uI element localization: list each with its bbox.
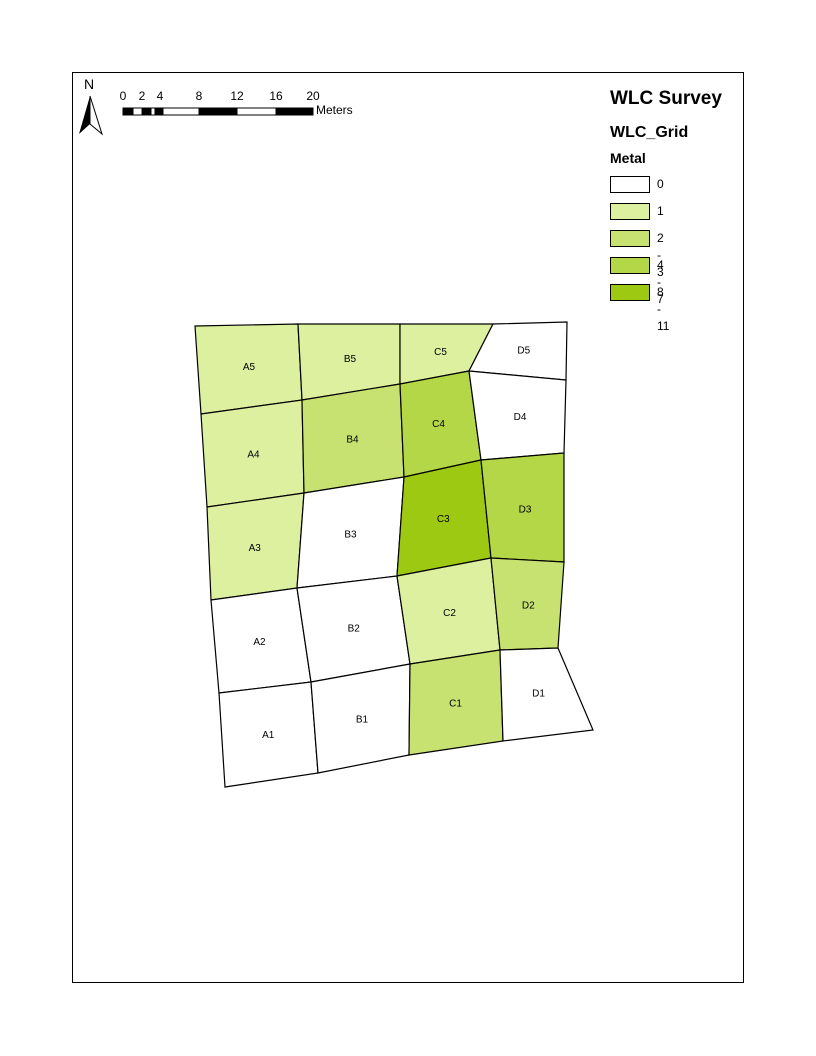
scale-tick-label: 2 <box>138 89 146 103</box>
legend-field-name: Metal <box>610 150 646 166</box>
cell-label: A3 <box>249 543 262 554</box>
scale-bar-segment <box>150 107 156 116</box>
cell-label: C4 <box>432 419 445 430</box>
cell-label: D1 <box>532 688 545 699</box>
scale-tick-label: 8 <box>195 89 203 103</box>
scale-tick-label: 4 <box>156 89 164 103</box>
legend-swatch <box>610 284 650 301</box>
scale-bar-segment <box>132 107 143 116</box>
legend-label: 0 <box>657 177 664 191</box>
scale-bar-segment <box>236 107 277 116</box>
legend-label: 8 - 11 <box>657 285 670 333</box>
map-title: WLC Survey <box>610 88 722 109</box>
cell-label: B2 <box>348 624 361 635</box>
legend-swatch <box>610 257 650 274</box>
scale-bar-segment <box>275 107 314 116</box>
cell-label: D5 <box>517 345 530 356</box>
north-arrow-icon <box>79 96 90 134</box>
legend-layer-name: WLC_Grid <box>610 124 689 141</box>
legend-swatch <box>610 230 650 247</box>
cell-label: B3 <box>344 530 357 541</box>
cell-label: B5 <box>344 354 357 365</box>
north-arrow-icon <box>89 95 103 136</box>
legend-label: 4 - 7 <box>657 258 664 306</box>
grid-cell-d1 <box>499 647 594 742</box>
legend-label: 2 - 3 <box>657 231 664 279</box>
map-frame <box>72 72 744 983</box>
scale-bar-segment <box>198 107 238 116</box>
scale-units: Meters <box>316 103 353 117</box>
cell-label: D3 <box>519 504 532 515</box>
cell-label: C1 <box>449 699 462 710</box>
legend-swatch <box>610 203 650 220</box>
legend-label: 1 <box>657 204 664 218</box>
cell-label: D4 <box>514 412 527 423</box>
cell-label: B4 <box>346 435 359 446</box>
cell-label: B1 <box>356 715 369 726</box>
scale-tick-label: 20 <box>306 89 320 103</box>
cell-label: A5 <box>243 362 256 373</box>
scale-bar-segment <box>154 107 164 116</box>
scale-bar-segment <box>122 107 134 116</box>
scale-tick-label: 16 <box>269 89 283 103</box>
scale-tick-label: 12 <box>230 89 244 103</box>
cell-label: C2 <box>443 608 456 619</box>
cell-label: A1 <box>262 730 275 741</box>
scale-bar-segment <box>141 107 152 116</box>
cell-label: D2 <box>522 601 535 612</box>
scale-bar-segment <box>162 107 200 116</box>
cell-label: C5 <box>434 347 447 358</box>
scale-tick-label: 0 <box>119 89 127 103</box>
legend-swatch <box>610 176 650 193</box>
cell-label: C3 <box>437 514 450 525</box>
north-label: N <box>84 76 95 92</box>
cell-label: A2 <box>253 637 266 648</box>
cell-label: A4 <box>247 450 260 461</box>
